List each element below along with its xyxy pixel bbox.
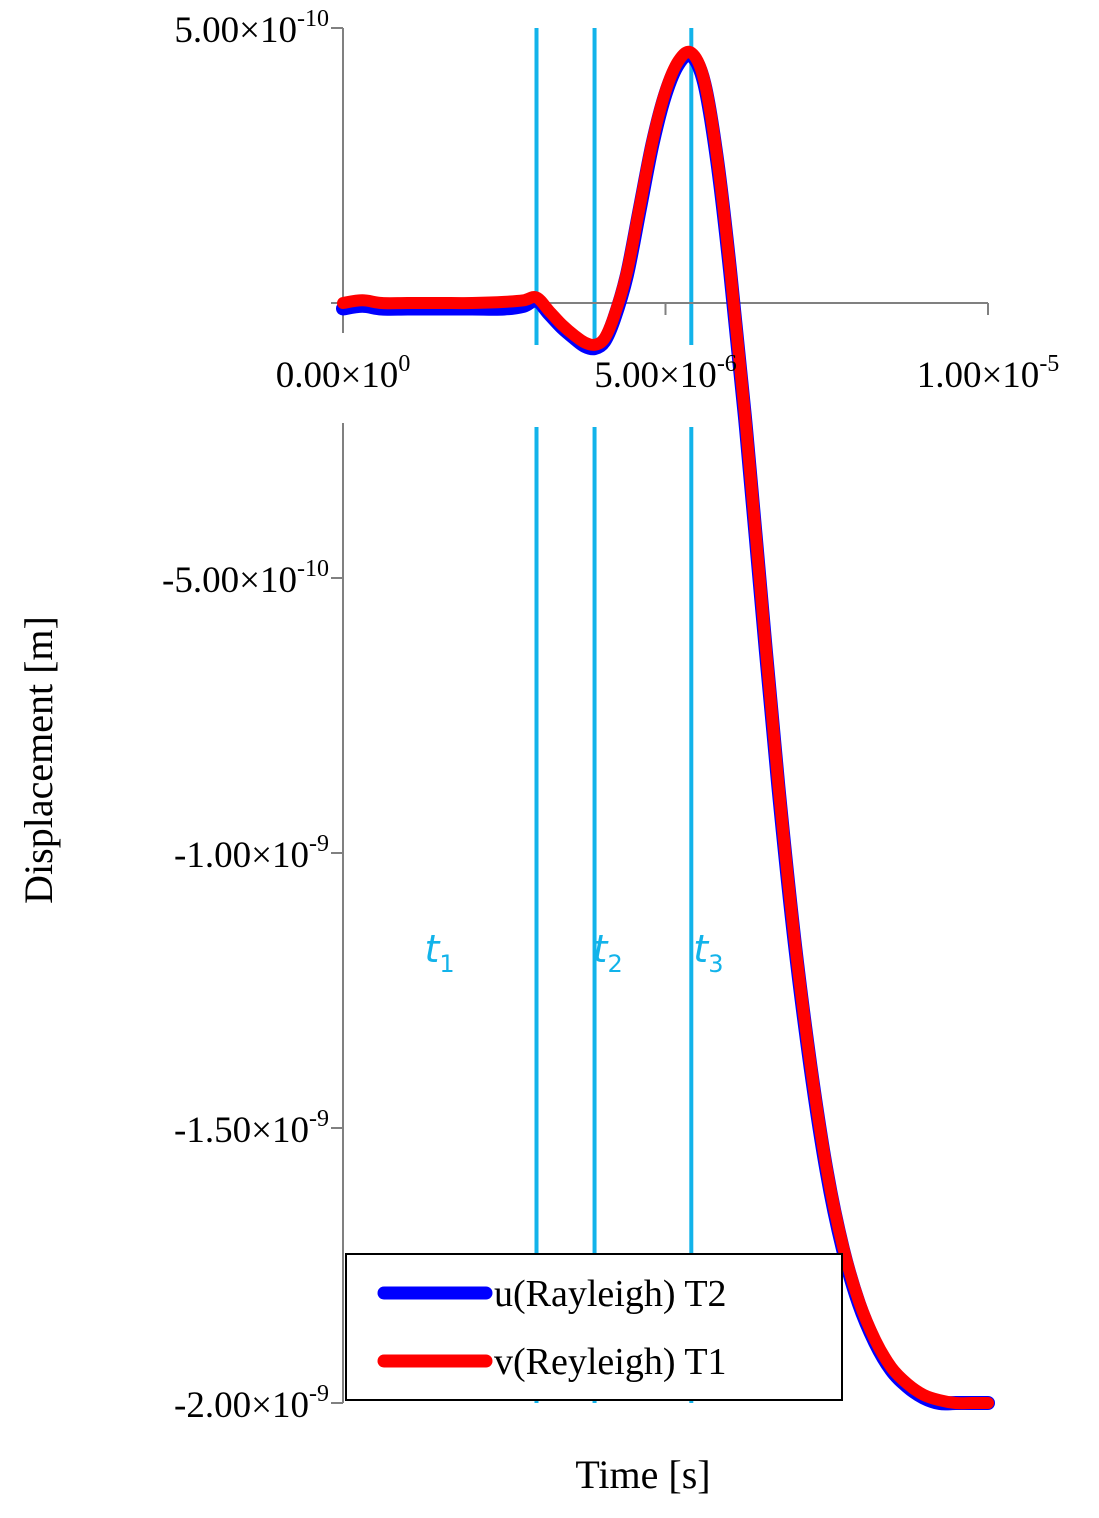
legend: u(Rayleigh) T2 v(Reyleigh) T1 <box>345 1253 843 1401</box>
x-tick-label: 5.00×10-6 <box>594 351 737 396</box>
y-tick-label: -5.00×10-10 <box>162 556 329 601</box>
marker-label-2: t2 <box>593 927 623 978</box>
series-line-2 <box>337 45 994 1410</box>
marker-label-1: t1 <box>425 927 455 978</box>
y-tick-label: -2.00×10-9 <box>174 1381 329 1426</box>
y-axis-title: Displacement [m] <box>16 616 61 904</box>
x-tick-label: 1.00×10-5 <box>917 351 1060 396</box>
marker-label-3: t3 <box>693 927 723 978</box>
x-tick-label: 0.00×100 <box>276 351 411 396</box>
y-tick-labels: 5.00×10-10 -5.00×10-10 -1.00×10-9 -1.50×10-… <box>162 6 329 1426</box>
series-line-1 <box>336 47 995 1411</box>
legend-label-2: v(Reyleigh) T1 <box>494 1341 727 1383</box>
marker-lines <box>534 28 694 1403</box>
y-tick-label: 5.00×10-10 <box>174 6 329 51</box>
series-lines <box>336 45 995 1411</box>
x-axis-title: Time [s] <box>575 1452 710 1497</box>
legend-label-1: u(Rayleigh) T2 <box>494 1273 727 1315</box>
marker-labels: t1 t2 t3 <box>425 927 724 978</box>
x-tick-labels: 0.00×100 5.00×10-6 1.00×10-5 <box>276 351 1060 396</box>
legend-box <box>345 1253 843 1401</box>
y-tick-label: -1.00×10-9 <box>174 831 329 876</box>
axes <box>331 27 989 1404</box>
y-tick-label: -1.50×10-9 <box>174 1106 329 1151</box>
